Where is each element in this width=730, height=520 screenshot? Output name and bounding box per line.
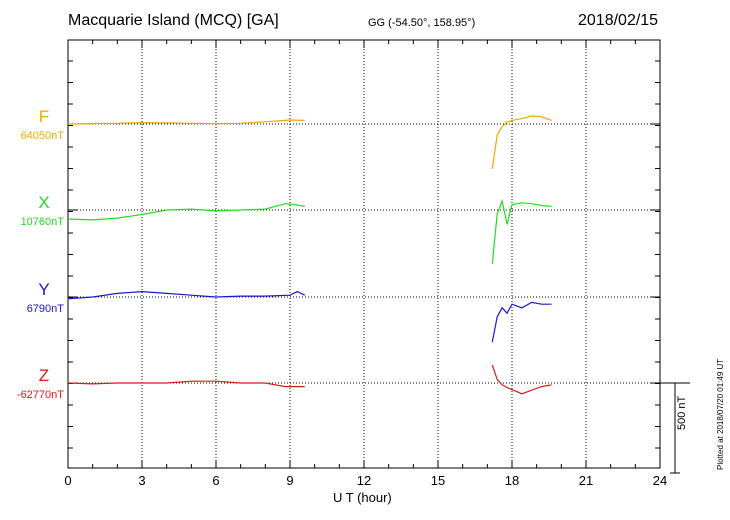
x-tick-label: 3	[138, 473, 146, 488]
station-coordinates: GG (-54.50°, 158.95°)	[368, 17, 476, 29]
baseline-value-z: -62770nT	[16, 389, 64, 401]
x-tick-label: 24	[652, 473, 668, 488]
series-line-f	[67, 119, 305, 125]
series-line-y	[67, 290, 306, 300]
x-tick-label: 6	[212, 473, 220, 488]
component-label-x: X	[38, 193, 50, 212]
series-line-x	[491, 198, 552, 265]
series-line-z	[67, 380, 305, 388]
baseline-value-f: 64050nT	[20, 130, 64, 142]
scale-bar-label: 500 nT	[676, 395, 688, 430]
x-axis-label: U T (hour)	[333, 490, 392, 505]
x-tick-label: 9	[286, 473, 294, 488]
x-tick-label: 0	[64, 473, 72, 488]
component-label-z: Z	[38, 366, 50, 385]
component-label-y: Y	[38, 280, 50, 299]
plot-date: 2018/02/15	[578, 12, 659, 29]
x-tick-label: 18	[504, 473, 520, 488]
x-tick-label: 21	[578, 473, 594, 488]
page-title: Macquarie Island (MCQ) [GA]	[68, 12, 279, 29]
plotted-timestamp: Plotted at 2018/07/20 01:49 UT	[716, 358, 725, 470]
series-line-z	[491, 364, 552, 395]
x-tick-label: 12	[356, 473, 372, 488]
x-tick-label: 15	[430, 473, 446, 488]
baseline-value-x: 10760nT	[20, 216, 64, 228]
series-line-y	[491, 301, 552, 343]
baseline-value-y: 6790nT	[26, 303, 64, 315]
series-line-f	[491, 115, 552, 170]
component-label-f: F	[38, 107, 50, 126]
series-line-x	[67, 203, 305, 221]
